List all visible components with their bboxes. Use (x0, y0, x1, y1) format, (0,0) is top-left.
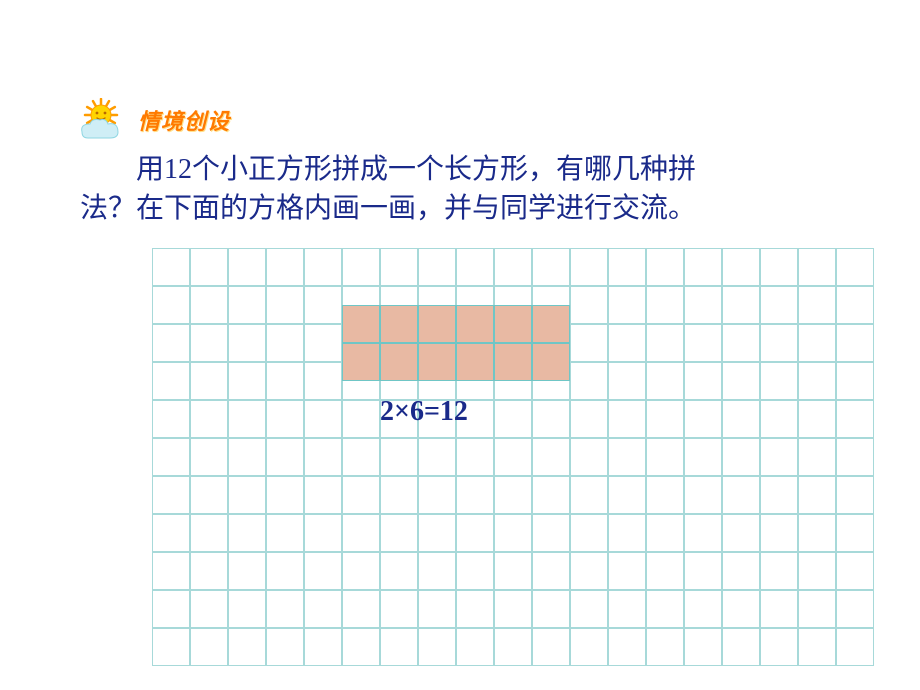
question-text: 用12个小正方形拼成一个长方形，有哪几种拼 法？在下面的方格内画一画，并与同学进… (80, 150, 840, 228)
sun-cloud-icon (78, 98, 130, 142)
section-title: 情境创设 (138, 104, 230, 136)
header: 情境创设 (78, 98, 230, 142)
question-line-1: 用12个小正方形拼成一个长方形，有哪几种拼 (136, 154, 696, 185)
grid-area: 2×6=12 (152, 248, 874, 666)
equation-label: 2×6=12 (380, 396, 468, 428)
question-line-2: 法？在下面的方格内画一画，并与同学进行交流。 (80, 193, 696, 224)
